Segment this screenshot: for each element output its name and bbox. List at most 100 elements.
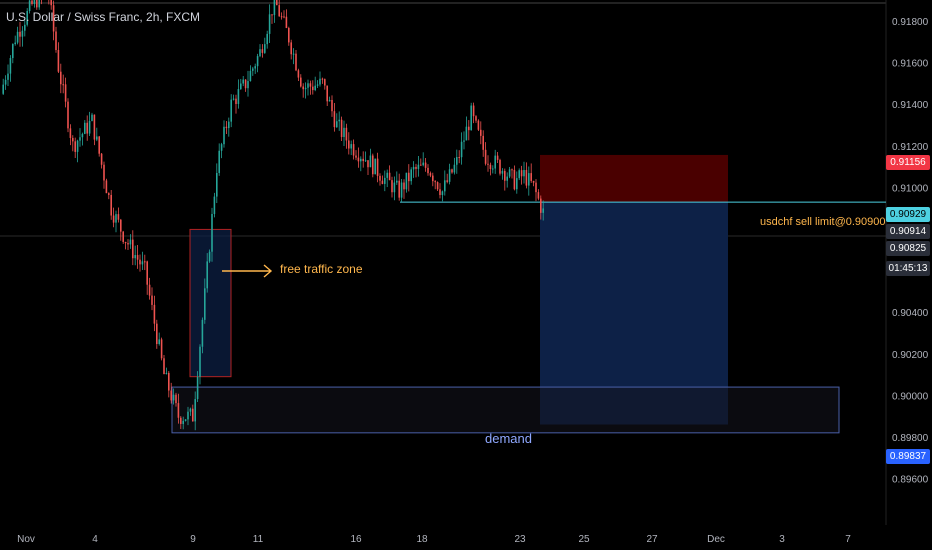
candle-body (484, 149, 487, 164)
candle-body (163, 358, 165, 375)
candle-body (540, 198, 542, 213)
x-tick-label: 16 (350, 534, 362, 545)
candle-body (50, 0, 52, 6)
x-tick-label: 27 (646, 534, 658, 545)
candle-body (266, 33, 268, 45)
candle-body (420, 164, 422, 166)
stop-loss-zone[interactable] (540, 154, 728, 203)
candle-body (168, 372, 170, 391)
candle-body (448, 169, 451, 182)
candle-body (146, 261, 148, 285)
y-tick-label: 0.91000 (892, 183, 929, 194)
candle-body (112, 215, 115, 223)
candle-body (535, 182, 537, 193)
x-tick-label: 23 (514, 534, 526, 545)
candle-body (52, 5, 55, 32)
candle-body (412, 166, 415, 170)
candle-body (204, 288, 206, 320)
candle-body (302, 86, 304, 90)
candle-body (242, 79, 244, 84)
candle-body (115, 214, 117, 223)
candle-body (424, 162, 427, 168)
candle-body (537, 192, 540, 199)
candle-body (81, 133, 84, 138)
candle-body (328, 99, 331, 102)
candle-body (350, 144, 352, 149)
last-high-tag: 0.90914 (886, 224, 930, 239)
candle-body (223, 126, 225, 145)
candle-body (388, 172, 391, 181)
candle-body (211, 213, 213, 252)
candle-body (141, 261, 144, 265)
candle-body (4, 79, 7, 85)
candle-body (290, 42, 292, 55)
candle-body (134, 255, 136, 259)
candle-body (153, 304, 156, 324)
candle-body (7, 73, 9, 80)
candle-body (21, 30, 24, 37)
candle-body (504, 170, 506, 181)
candle-body (292, 53, 295, 55)
candle-body (288, 28, 290, 43)
candles-layer (2, 0, 544, 431)
x-tick-label: 3 (779, 534, 785, 545)
candle-body (376, 158, 379, 176)
candle-body (225, 126, 228, 129)
candle-body (9, 58, 12, 74)
candle-body (477, 120, 480, 130)
x-tick-label: 9 (190, 534, 196, 545)
candle-body (96, 136, 98, 140)
candle-body (304, 87, 307, 90)
candle-body (364, 160, 367, 162)
candle-body (108, 193, 110, 195)
candle-body (352, 144, 355, 156)
candle-body (237, 89, 240, 104)
x-tick-label: Dec (707, 534, 725, 545)
y-tick-label: 0.91200 (892, 142, 929, 153)
candle-body (348, 140, 350, 149)
candle-body (374, 158, 376, 175)
candle-body (69, 128, 72, 138)
candle-body (518, 170, 520, 179)
free-traffic-zone[interactable] (189, 228, 232, 378)
candle-body (494, 155, 496, 169)
candle-body (76, 140, 79, 152)
candle-body (103, 164, 105, 181)
candle-body (489, 164, 492, 169)
candle-body (136, 255, 139, 260)
candle-body (12, 44, 14, 59)
candle-body (340, 119, 343, 138)
candle-body (31, 0, 33, 4)
candle-body (499, 159, 501, 174)
candle-body (343, 127, 345, 138)
candle-body (91, 114, 93, 121)
candle-body (24, 24, 26, 31)
candle-body (451, 169, 453, 173)
candle-body (384, 177, 386, 184)
candle-body (194, 399, 196, 422)
symbol-title: U.S. Dollar / Swiss Franc, 2h, FXCM (6, 10, 201, 24)
candle-body (261, 49, 264, 53)
candle-body (170, 390, 172, 401)
candle-body (280, 16, 283, 18)
candle-body (441, 191, 444, 195)
candle-body (391, 180, 393, 193)
candle-body (14, 42, 16, 45)
candle-body (331, 99, 333, 112)
candle-body (132, 239, 134, 259)
candle-body (67, 101, 69, 129)
candle-body (408, 172, 410, 182)
candle-body (393, 182, 396, 193)
candle-body (381, 180, 384, 184)
candle-body (124, 242, 127, 244)
candle-body (316, 84, 319, 86)
candle-body (278, 5, 280, 17)
candle-body (326, 85, 328, 102)
candle-body (321, 78, 324, 80)
demand-zone[interactable] (171, 386, 840, 434)
candle-body (64, 84, 67, 102)
y-tick-label: 0.90200 (892, 350, 929, 361)
demand-low-tag: 0.89837 (886, 449, 930, 464)
